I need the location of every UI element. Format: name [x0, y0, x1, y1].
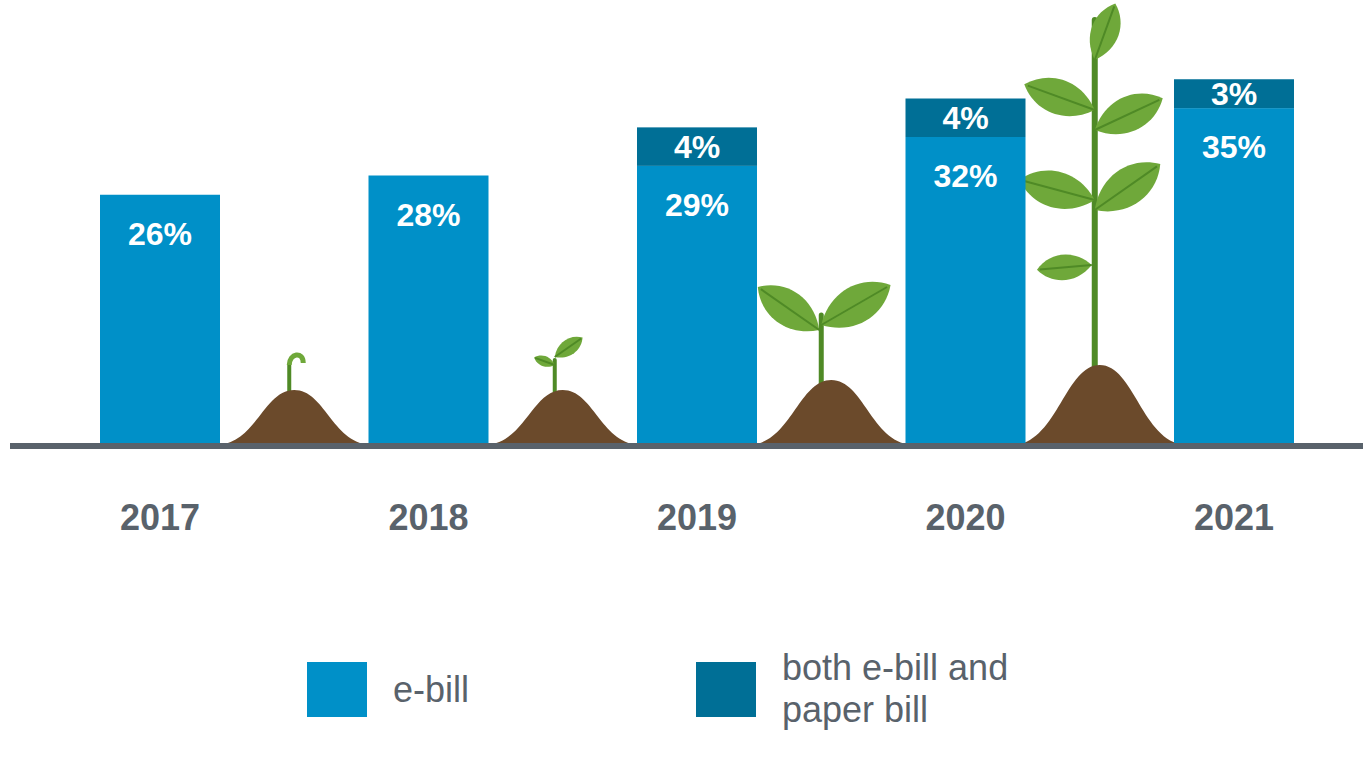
- legend-label-line: both e-bill and: [782, 647, 1008, 688]
- x-tick-label: 2019: [657, 497, 737, 538]
- bar: [637, 166, 757, 445]
- data-label: 32%: [933, 158, 997, 194]
- bar: [100, 195, 220, 445]
- chart: 26% 28% 29% 4% 32% 4% 35% 3% 2017 2018 2019 2020 202…: [0, 0, 1368, 757]
- leaf-blade: [1087, 82, 1170, 145]
- sprout: [289, 355, 303, 365]
- leaf-vein: [535, 358, 555, 365]
- leaf-vein: [1040, 265, 1092, 270]
- leaf-blade: [532, 353, 556, 370]
- stem: [819, 315, 824, 390]
- leaf-blade: [812, 269, 900, 341]
- leaf: [748, 273, 829, 345]
- bar: [637, 127, 757, 166]
- leaf-vein: [1095, 166, 1157, 210]
- leaf: [532, 353, 556, 370]
- leaf-vein: [821, 287, 887, 325]
- leaf: [1015, 162, 1100, 217]
- soil: [751, 380, 911, 445]
- soil: [219, 390, 369, 445]
- legend-label-line: paper bill: [782, 689, 928, 730]
- leaf: [1082, 0, 1129, 65]
- legend-label: e-bill: [393, 669, 469, 710]
- leaf-vein: [761, 289, 819, 330]
- soil: [488, 390, 638, 445]
- leaf-vein: [1023, 181, 1095, 200]
- leaf-vein: [1095, 100, 1160, 130]
- leaf: [1087, 82, 1170, 145]
- data-label: 4%: [942, 100, 988, 136]
- data-label: 4%: [674, 129, 720, 165]
- leaf: [550, 331, 587, 363]
- bar: [906, 99, 1026, 138]
- leaf-vein: [1028, 86, 1095, 110]
- leaf-blade: [1018, 68, 1100, 126]
- bar: [1174, 108, 1294, 445]
- leaf-blade: [1082, 0, 1129, 65]
- legend-label: both e-bill andpaper bill: [782, 647, 1008, 730]
- data-label: 29%: [665, 187, 729, 223]
- leaf-blade: [1084, 149, 1171, 225]
- legend: e-bill both e-bill andpaper bill: [307, 647, 1008, 730]
- decoration: [219, 0, 1185, 445]
- soil: [1015, 365, 1185, 445]
- data-label: 26%: [128, 216, 192, 252]
- bar: [369, 176, 489, 446]
- leaf: [1036, 252, 1093, 282]
- leaf-vein: [1095, 6, 1114, 60]
- leaf-vein: [555, 338, 581, 357]
- legend-swatch: [307, 662, 367, 717]
- data-label: 3%: [1211, 76, 1257, 112]
- leaf-blade: [1036, 252, 1093, 282]
- legend-swatch: [696, 662, 756, 717]
- data-label: 28%: [396, 197, 460, 233]
- bar: [906, 137, 1026, 445]
- leaf-blade: [748, 273, 829, 345]
- leaf: [1084, 149, 1171, 225]
- leaf: [812, 269, 900, 341]
- bars: [100, 79, 1294, 445]
- x-tick-label: 2018: [388, 497, 468, 538]
- baseline: [10, 443, 1363, 449]
- leaf: [1018, 68, 1100, 126]
- x-tick-label: 2017: [120, 497, 200, 538]
- data-label: 35%: [1202, 129, 1266, 165]
- x-tick-label: 2021: [1194, 497, 1274, 538]
- x-tick-label: 2020: [925, 497, 1005, 538]
- leaf-blade: [1015, 162, 1100, 217]
- data-labels: 26% 28% 29% 4% 32% 4% 35% 3%: [128, 76, 1266, 252]
- leaf-blade: [550, 331, 587, 363]
